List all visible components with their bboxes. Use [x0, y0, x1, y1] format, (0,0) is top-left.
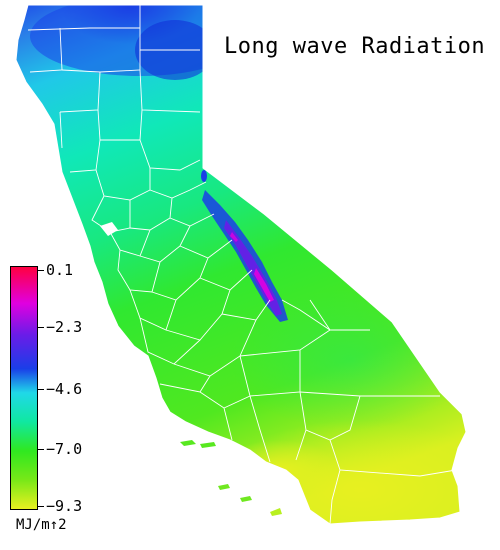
- legend-tick: [38, 270, 44, 271]
- legend-tick: [38, 389, 44, 390]
- legend-tick-label: 0.1: [46, 261, 74, 279]
- sf-bay: [100, 222, 118, 236]
- lake-tahoe: [201, 170, 207, 182]
- legend-tick-label: −9.3: [46, 497, 83, 515]
- color-scale-bar: [10, 266, 38, 510]
- legend-tick-label: −7.0: [46, 440, 83, 458]
- legend-tick-label: −4.6: [46, 380, 83, 398]
- legend-tick: [38, 327, 44, 328]
- legend-tick: [38, 449, 44, 450]
- state-outline: [15, 4, 467, 525]
- channel-islands: [180, 440, 282, 516]
- legend-units: MJ/m↑2: [16, 517, 67, 533]
- legend-tick: [38, 506, 44, 507]
- legend-tick-label: −2.3: [46, 318, 83, 336]
- map-title: Long wave Radiation: [224, 34, 486, 59]
- county-boundaries: [27, 5, 457, 524]
